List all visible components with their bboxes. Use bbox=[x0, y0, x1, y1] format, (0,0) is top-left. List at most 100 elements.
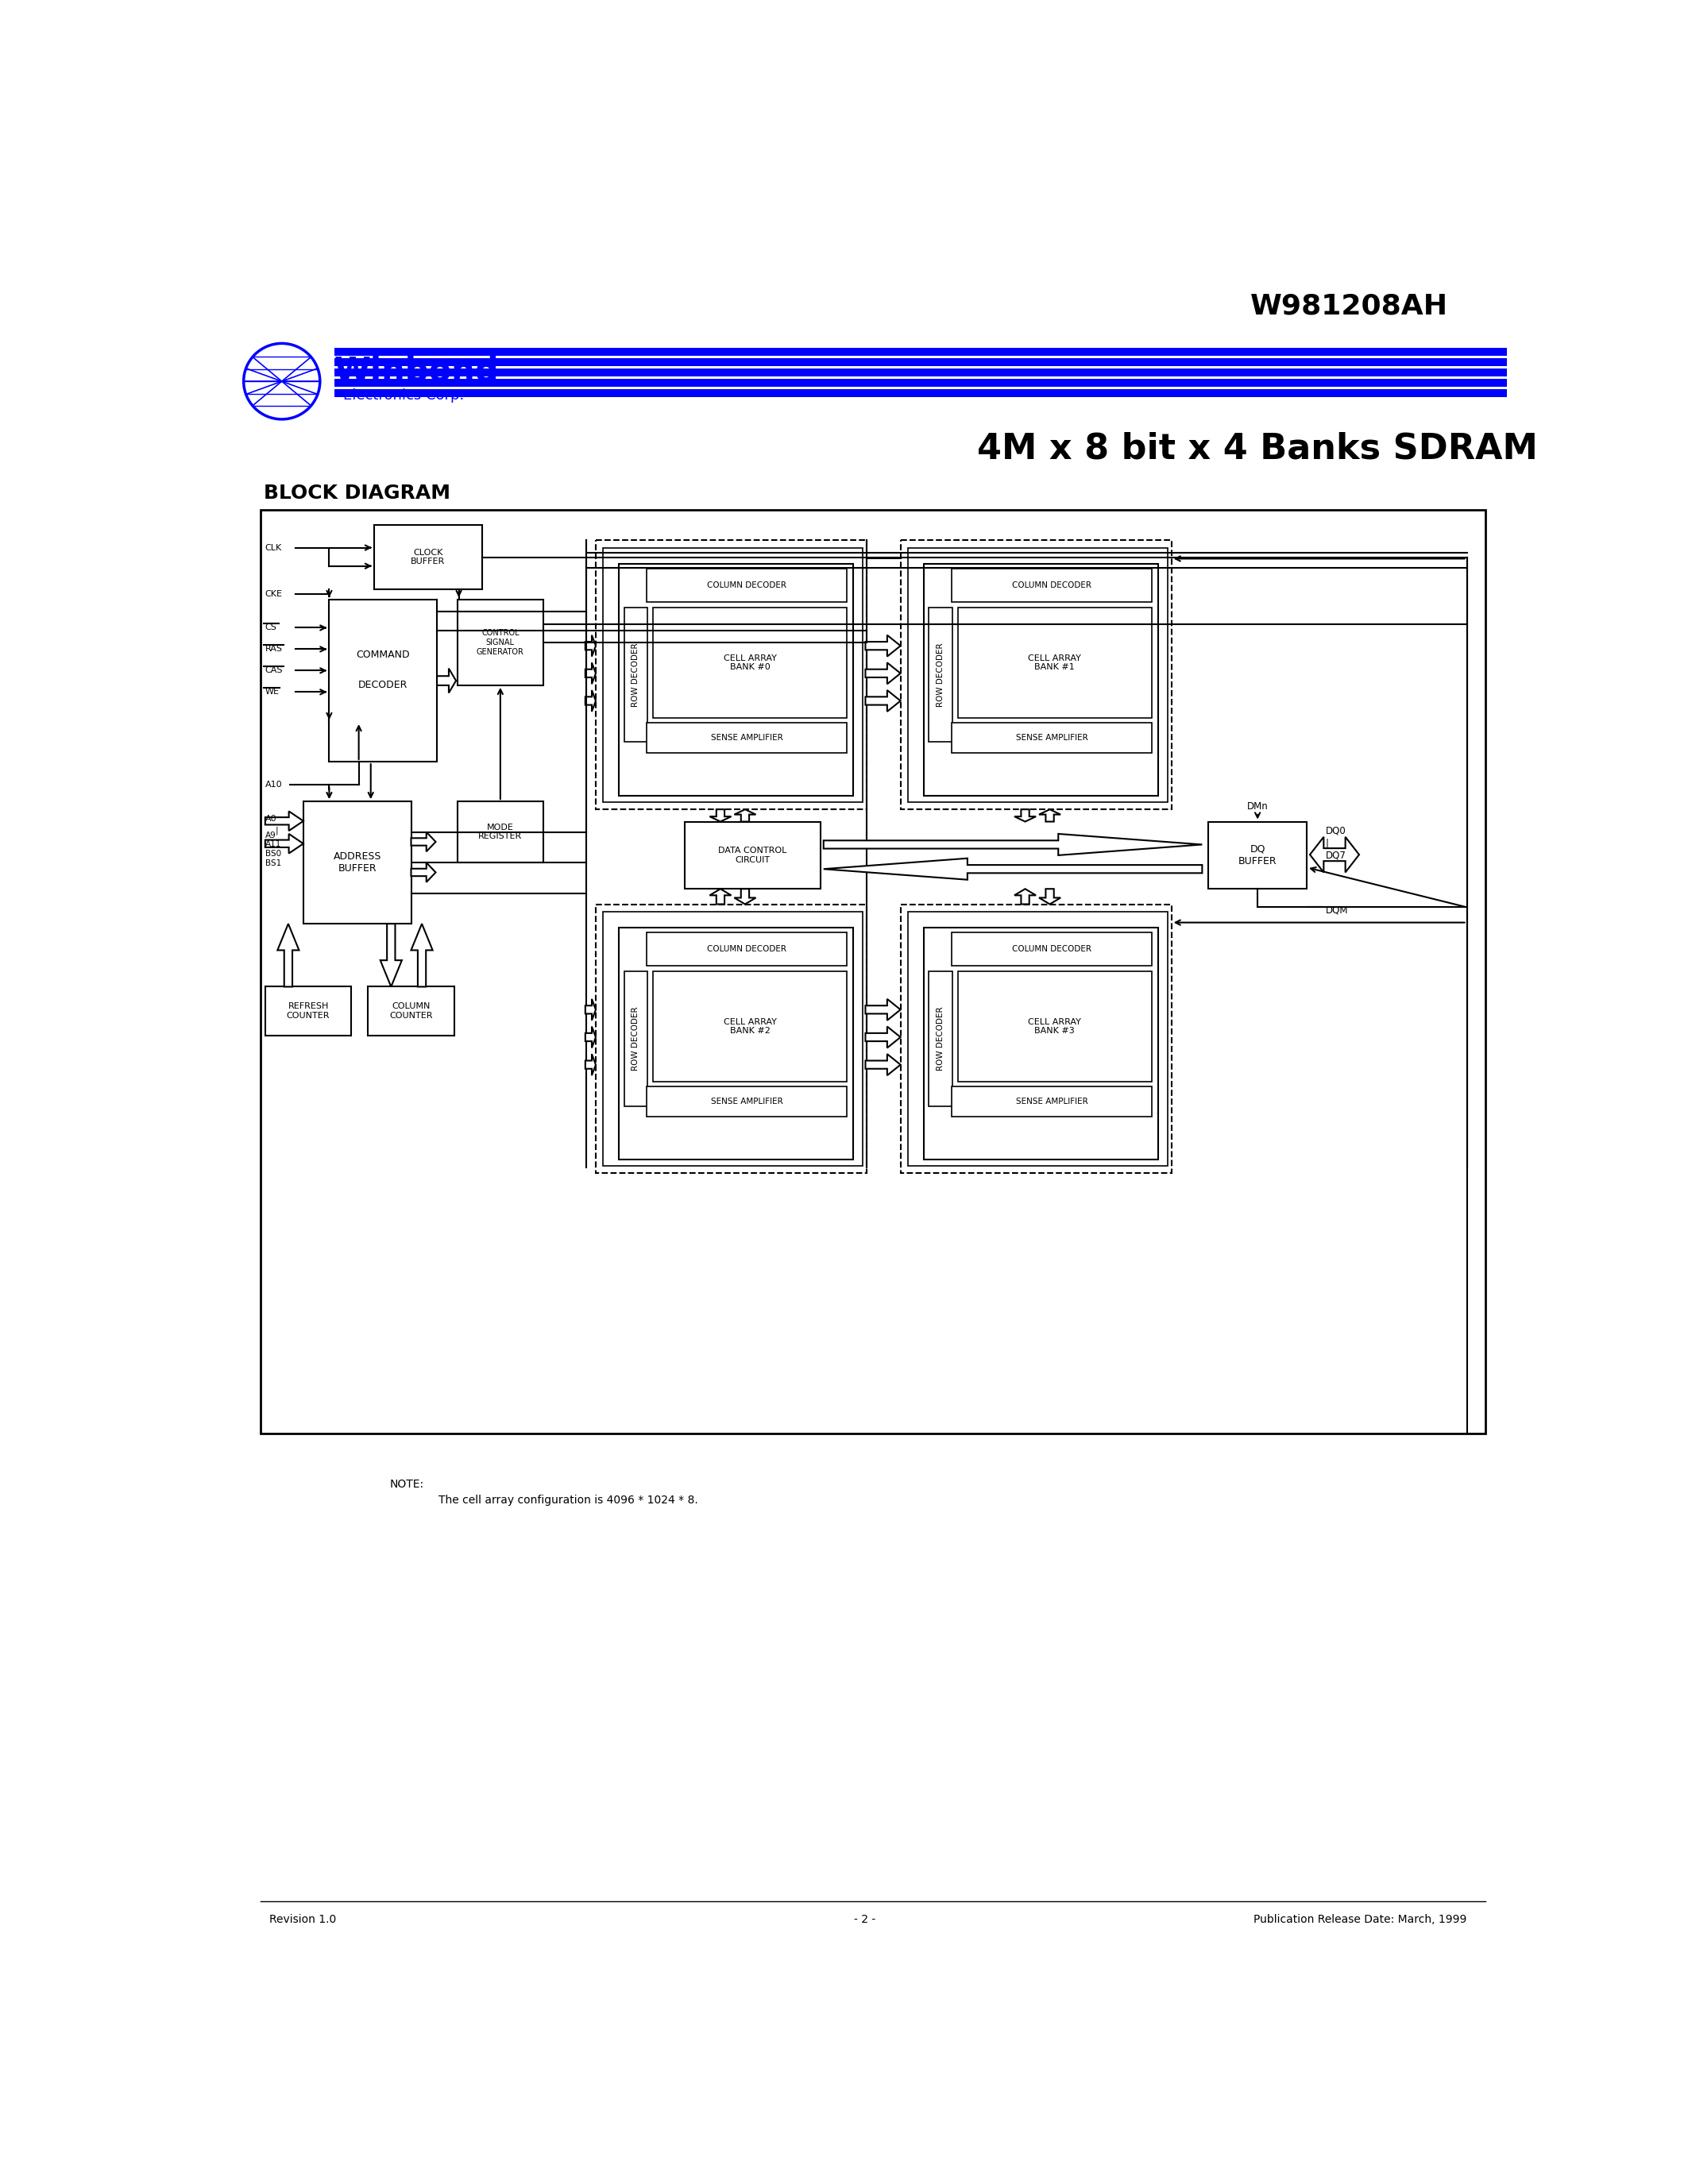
Polygon shape bbox=[412, 832, 436, 852]
Bar bbox=[915, 919, 1165, 1158]
Text: Revision 1.0: Revision 1.0 bbox=[270, 1913, 336, 1924]
Text: REFRESH
COUNTER: REFRESH COUNTER bbox=[287, 1002, 329, 1020]
Text: WE: WE bbox=[265, 688, 280, 697]
Bar bbox=[334, 347, 1507, 356]
Bar bbox=[653, 607, 847, 719]
Bar bbox=[265, 987, 351, 1035]
Polygon shape bbox=[412, 924, 432, 987]
Polygon shape bbox=[824, 858, 1202, 880]
Text: DMn: DMn bbox=[1247, 802, 1268, 812]
Bar bbox=[619, 928, 852, 1160]
Polygon shape bbox=[1014, 889, 1036, 904]
Bar bbox=[457, 601, 544, 686]
Bar bbox=[957, 972, 1151, 1081]
Text: COMMAND: COMMAND bbox=[356, 649, 410, 660]
Polygon shape bbox=[709, 810, 731, 821]
Bar bbox=[647, 1085, 847, 1116]
Bar bbox=[611, 919, 859, 1158]
Text: SENSE AMPLIFIER: SENSE AMPLIFIER bbox=[711, 734, 783, 743]
Bar bbox=[334, 358, 1507, 367]
Polygon shape bbox=[1040, 889, 1060, 904]
Bar bbox=[457, 802, 544, 863]
Polygon shape bbox=[866, 1026, 900, 1048]
Bar bbox=[334, 389, 1507, 397]
Text: DATA CONTROL
CIRCUIT: DATA CONTROL CIRCUIT bbox=[719, 847, 787, 865]
Polygon shape bbox=[586, 690, 596, 712]
Text: |: | bbox=[1325, 839, 1328, 847]
Polygon shape bbox=[866, 662, 900, 684]
Text: CKE: CKE bbox=[265, 590, 282, 598]
Bar bbox=[647, 723, 847, 753]
Text: W981208AH: W981208AH bbox=[1251, 293, 1448, 319]
Polygon shape bbox=[412, 863, 436, 882]
Bar bbox=[334, 369, 1507, 376]
Bar bbox=[928, 607, 952, 743]
Polygon shape bbox=[1310, 836, 1359, 871]
Bar bbox=[329, 601, 437, 762]
Text: COLUMN
COUNTER: COLUMN COUNTER bbox=[390, 1002, 432, 1020]
Bar bbox=[304, 802, 412, 924]
Polygon shape bbox=[437, 668, 456, 692]
Bar bbox=[647, 933, 847, 965]
Text: COLUMN DECODER: COLUMN DECODER bbox=[1011, 581, 1092, 590]
Text: CLK: CLK bbox=[265, 544, 282, 553]
Bar bbox=[334, 378, 1507, 387]
Bar bbox=[952, 723, 1151, 753]
Polygon shape bbox=[824, 834, 1202, 856]
Polygon shape bbox=[265, 834, 304, 854]
Polygon shape bbox=[1040, 810, 1060, 821]
Text: |: | bbox=[275, 826, 279, 834]
Text: CELL ARRAY
BANK #2: CELL ARRAY BANK #2 bbox=[724, 1018, 776, 1035]
Bar bbox=[603, 548, 863, 802]
Bar bbox=[653, 972, 847, 1081]
Text: CELL ARRAY
BANK #0: CELL ARRAY BANK #0 bbox=[724, 653, 776, 670]
Text: The cell array configuration is 4096 * 1024 * 8.: The cell array configuration is 4096 * 1… bbox=[439, 1494, 699, 1505]
Bar bbox=[1209, 821, 1307, 889]
Bar bbox=[260, 509, 1485, 1433]
Text: BLOCK DIAGRAM: BLOCK DIAGRAM bbox=[263, 483, 451, 502]
Text: ADDRESS
BUFFER: ADDRESS BUFFER bbox=[333, 852, 381, 874]
Bar bbox=[596, 539, 866, 810]
Bar bbox=[908, 911, 1168, 1166]
Bar bbox=[908, 548, 1168, 802]
Text: Electronics Corp.: Electronics Corp. bbox=[343, 389, 464, 402]
Bar bbox=[923, 563, 1158, 795]
Text: COLUMN DECODER: COLUMN DECODER bbox=[707, 946, 787, 952]
Text: A10: A10 bbox=[265, 782, 282, 788]
Text: Publication Release Date: March, 1999: Publication Release Date: March, 1999 bbox=[1254, 1913, 1467, 1924]
Bar bbox=[685, 821, 820, 889]
Bar bbox=[928, 972, 952, 1105]
Polygon shape bbox=[586, 662, 596, 684]
Text: ROW DECODER: ROW DECODER bbox=[631, 642, 640, 708]
Bar bbox=[952, 1085, 1151, 1116]
Bar bbox=[952, 568, 1151, 603]
Text: ROW DECODER: ROW DECODER bbox=[937, 1007, 945, 1070]
Bar bbox=[368, 987, 454, 1035]
Bar bbox=[596, 904, 866, 1173]
Polygon shape bbox=[866, 690, 900, 712]
Text: ROW DECODER: ROW DECODER bbox=[937, 642, 945, 708]
Bar bbox=[915, 555, 1165, 795]
Text: - 2 -: - 2 - bbox=[854, 1913, 876, 1924]
Polygon shape bbox=[866, 998, 900, 1020]
Text: CS: CS bbox=[265, 625, 277, 631]
Text: 4M x 8 bit x 4 Banks SDRAM: 4M x 8 bit x 4 Banks SDRAM bbox=[977, 432, 1538, 465]
Text: CELL ARRAY
BANK #1: CELL ARRAY BANK #1 bbox=[1028, 653, 1082, 670]
Text: DECODER: DECODER bbox=[358, 679, 408, 690]
Polygon shape bbox=[586, 636, 596, 657]
Polygon shape bbox=[586, 998, 596, 1020]
Polygon shape bbox=[866, 636, 900, 657]
Bar bbox=[923, 928, 1158, 1160]
Text: DQ7: DQ7 bbox=[1325, 850, 1345, 860]
Polygon shape bbox=[265, 810, 304, 830]
Text: CONTROL
SIGNAL
GENERATOR: CONTROL SIGNAL GENERATOR bbox=[476, 629, 523, 655]
Bar bbox=[625, 607, 648, 743]
Text: SENSE AMPLIFIER: SENSE AMPLIFIER bbox=[1016, 1099, 1087, 1105]
Text: CLOCK
BUFFER: CLOCK BUFFER bbox=[410, 548, 446, 566]
Polygon shape bbox=[734, 889, 756, 904]
Polygon shape bbox=[866, 1055, 900, 1075]
Text: RAS: RAS bbox=[265, 644, 282, 653]
Bar bbox=[625, 972, 648, 1105]
Polygon shape bbox=[709, 889, 731, 904]
Polygon shape bbox=[734, 810, 756, 821]
